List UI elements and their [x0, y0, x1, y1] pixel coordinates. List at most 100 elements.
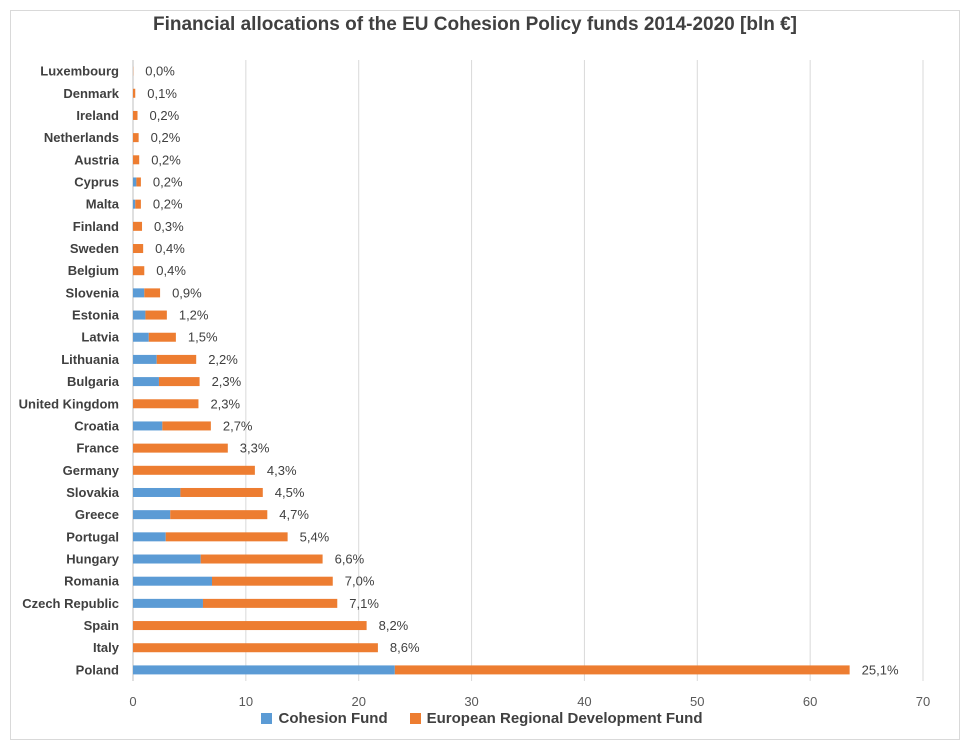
category-label: Croatia — [74, 418, 120, 433]
data-label: 6,6% — [335, 552, 365, 567]
bar-segment — [158, 377, 200, 387]
data-label: 0,1% — [147, 86, 177, 101]
bar-segment — [133, 598, 203, 608]
data-label: 0,2% — [151, 130, 181, 145]
legend-swatch-erdf — [409, 713, 421, 724]
bar-segment — [133, 244, 144, 254]
category-label: Poland — [76, 662, 119, 677]
category-label: Cyprus — [74, 174, 119, 189]
bar-segment — [133, 177, 137, 187]
legend-item-cohesion-fund: Cohesion Fund — [261, 710, 388, 727]
bar-segment — [170, 510, 268, 520]
gridlines — [132, 60, 924, 681]
x-tick-label: 10 — [239, 694, 253, 709]
bar-segment — [133, 88, 136, 98]
bar-segment — [145, 310, 167, 320]
category-label: Denmark — [63, 86, 119, 101]
data-label: 4,7% — [279, 507, 309, 522]
chart-title: Financial allocations of the EU Cohesion… — [152, 14, 798, 35]
category-label: Czech Republic — [22, 596, 119, 611]
legend-label-erdf: European Regional Development Fund — [426, 710, 703, 727]
bar-segment — [148, 332, 176, 342]
data-label: 2,7% — [223, 418, 253, 433]
bar-segment — [133, 199, 136, 209]
category-label: Luxembourg — [40, 64, 119, 79]
bar-segment — [133, 155, 140, 165]
bar-segment — [133, 266, 145, 276]
bar-segment — [133, 310, 146, 320]
bar-segment — [144, 288, 161, 298]
category-label: Italy — [93, 640, 120, 655]
category-label: France — [76, 441, 119, 456]
bar-segment — [394, 665, 850, 675]
legend-label-cohesion-fund: Cohesion Fund — [278, 710, 388, 727]
bar-segment — [133, 354, 157, 364]
bar-segment — [133, 288, 145, 298]
data-label: 1,2% — [179, 308, 209, 323]
bars — [133, 66, 850, 675]
data-label: 0,2% — [150, 108, 180, 123]
category-label: Austria — [74, 152, 120, 167]
category-label: Portugal — [66, 529, 119, 544]
data-label: 0,2% — [153, 197, 183, 212]
category-label: Hungary — [66, 552, 120, 567]
data-label: 2,3% — [210, 396, 240, 411]
data-label: 0,2% — [153, 174, 183, 189]
legend-swatch-cohesion-fund — [261, 713, 273, 724]
category-label: Finland — [73, 219, 119, 234]
data-label: 1,5% — [188, 330, 218, 345]
x-tick-label: 70 — [916, 694, 930, 709]
bar-segment — [136, 177, 141, 187]
category-label: Romania — [64, 574, 120, 589]
bar-segment — [133, 532, 166, 542]
x-tick-label: 40 — [577, 694, 591, 709]
data-label: 7,0% — [345, 574, 375, 589]
category-label: Bulgaria — [67, 374, 120, 389]
data-label: 2,3% — [212, 374, 242, 389]
category-label: Slovakia — [66, 485, 120, 500]
x-tick-label: 60 — [803, 694, 817, 709]
data-label: 5,4% — [300, 529, 330, 544]
bar-segment — [133, 554, 201, 564]
x-tick-label: 50 — [690, 694, 704, 709]
category-label: Lithuania — [61, 352, 120, 367]
legend-item-erdf: European Regional Development Fund — [409, 710, 703, 727]
bar-segment — [133, 487, 181, 497]
bar-segment — [133, 643, 378, 653]
data-label: 2,2% — [208, 352, 238, 367]
bar-segment — [135, 199, 141, 209]
bar-segment — [165, 532, 288, 542]
category-label: Latvia — [81, 330, 119, 345]
category-labels: Luxembourg Denmark Ireland Netherlands Austr… — [19, 64, 120, 678]
x-tick-label: 20 — [351, 694, 365, 709]
data-label: 0,3% — [154, 219, 184, 234]
category-label: Spain — [84, 618, 119, 633]
data-label: 0,9% — [172, 285, 202, 300]
bar-segment — [133, 110, 138, 120]
data-label: 8,6% — [390, 640, 420, 655]
bar-segment — [200, 554, 323, 564]
bar-segment — [180, 487, 263, 497]
bar-segment — [133, 221, 143, 231]
bar-segment — [202, 598, 338, 608]
category-label: United Kingdom — [19, 396, 119, 411]
bar-segment — [133, 443, 228, 453]
category-label: Estonia — [72, 308, 120, 323]
chart-frame — [10, 10, 960, 740]
category-label: Slovenia — [66, 285, 120, 300]
category-label: Germany — [63, 463, 120, 478]
category-label: Netherlands — [44, 130, 119, 145]
data-label: 8,2% — [379, 618, 409, 633]
bar-segment — [133, 133, 139, 143]
category-label: Belgium — [68, 263, 119, 278]
data-label: 0,2% — [151, 152, 181, 167]
x-tick-labels: 0 10 20 30 40 50 60 70 — [129, 694, 930, 709]
x-tick-label: 30 — [464, 694, 478, 709]
category-label: Ireland — [76, 108, 119, 123]
data-label: 3,3% — [240, 441, 270, 456]
bar-segment — [162, 421, 211, 431]
x-tick-label: 0 — [129, 694, 136, 709]
data-label: 4,3% — [267, 463, 297, 478]
data-label: 0,4% — [155, 241, 185, 256]
category-label: Greece — [75, 507, 119, 522]
